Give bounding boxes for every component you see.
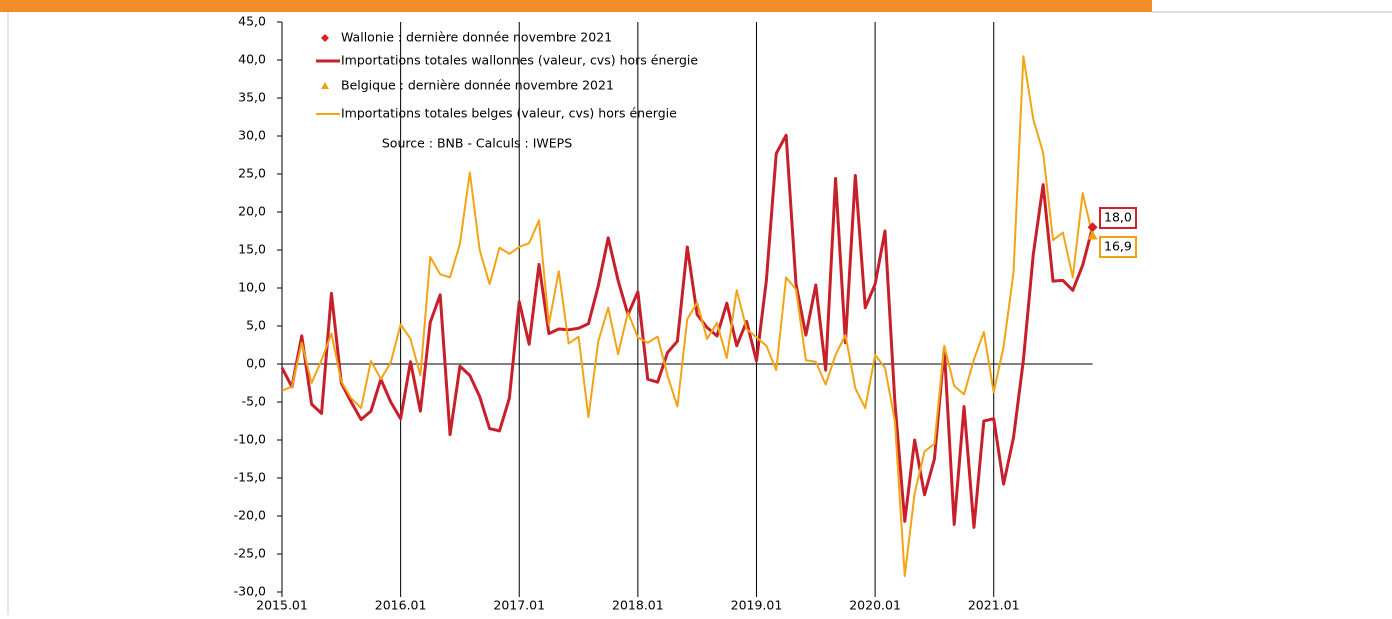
y-tick-label: -15,0: [234, 470, 266, 485]
y-tick-label: 20,0: [238, 204, 266, 219]
y-tick-label: -30,0: [234, 584, 266, 599]
value-label-box: [1099, 207, 1137, 229]
top-banner: [0, 0, 1152, 12]
marker-diamond: [1087, 222, 1098, 233]
y-tick-label: 25,0: [238, 166, 266, 181]
legend-label: Belgique : dernière donnée novembre 2021: [341, 78, 614, 93]
x-tick-label: 2015.01: [256, 598, 308, 613]
x-tick-label: 2019.01: [731, 598, 783, 613]
x-tick-label: 2017.01: [493, 598, 545, 613]
y-tick-label: -5,0: [242, 394, 266, 409]
y-tick-label: -20,0: [234, 508, 266, 523]
series-line: [280, 133, 1095, 529]
y-tick-label: 30,0: [238, 128, 266, 143]
legend-marker: [321, 34, 329, 42]
value-label: 16,9: [1104, 239, 1132, 254]
y-tick-label: -10,0: [234, 432, 266, 447]
legend-label: Importations totales belges (valeur, cvs…: [341, 106, 677, 121]
y-tick-label: 45,0: [238, 14, 266, 29]
x-tick-label: 2021.01: [968, 598, 1020, 613]
x-tick-label: 2020.01: [849, 598, 901, 613]
source: Source : BNB - Calculs : IWEPS: [382, 136, 572, 151]
y-tick-label: 10,0: [238, 280, 266, 295]
value-label: 18,0: [1104, 210, 1132, 225]
y-tick-label: 40,0: [238, 52, 266, 67]
x-tick-label: 2016.01: [375, 598, 427, 613]
value-label-box: [1099, 236, 1137, 258]
legend-label: Wallonie : dernière donnée novembre 2021: [341, 30, 612, 45]
y-tick-label: 5,0: [246, 318, 266, 333]
y-tick-label: 15,0: [238, 242, 266, 257]
y-tick-label: 35,0: [238, 90, 266, 105]
x-tick-label: 2018.01: [612, 598, 664, 613]
legend-label: Importations totales wallonnes (valeur, …: [341, 53, 698, 68]
y-tick-label: -25,0: [234, 546, 266, 561]
marker-triangle: [1087, 230, 1098, 240]
y-tick-label: 0,0: [246, 356, 266, 371]
legend-marker: [321, 82, 329, 89]
series-line: [281, 55, 1094, 578]
